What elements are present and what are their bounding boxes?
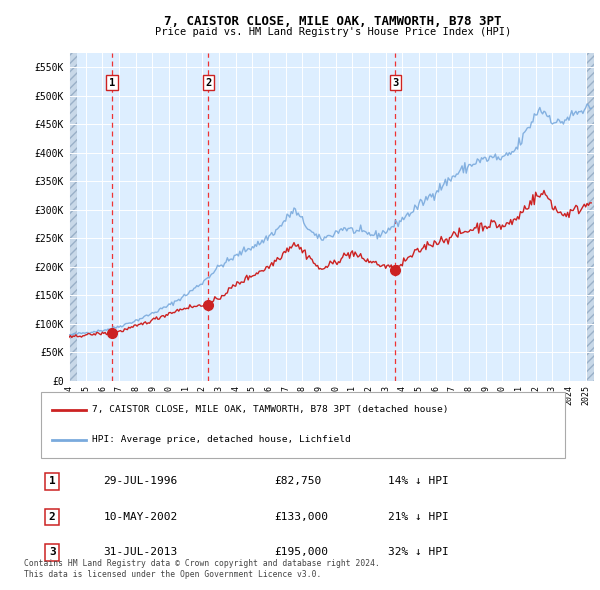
- Text: 29-JUL-1996: 29-JUL-1996: [104, 476, 178, 486]
- Text: 7, CAISTOR CLOSE, MILE OAK, TAMWORTH, B78 3PT (detached house): 7, CAISTOR CLOSE, MILE OAK, TAMWORTH, B7…: [92, 405, 449, 415]
- Text: 1: 1: [109, 77, 115, 87]
- Text: 2: 2: [49, 512, 56, 522]
- Text: £195,000: £195,000: [275, 548, 329, 558]
- Text: 2: 2: [205, 77, 211, 87]
- Text: 32% ↓ HPI: 32% ↓ HPI: [389, 548, 449, 558]
- Text: Contains HM Land Registry data © Crown copyright and database right 2024.: Contains HM Land Registry data © Crown c…: [24, 559, 380, 568]
- FancyBboxPatch shape: [41, 392, 565, 458]
- Text: 10-MAY-2002: 10-MAY-2002: [104, 512, 178, 522]
- Text: 31-JUL-2013: 31-JUL-2013: [104, 548, 178, 558]
- Text: This data is licensed under the Open Government Licence v3.0.: This data is licensed under the Open Gov…: [24, 571, 322, 579]
- Text: £133,000: £133,000: [275, 512, 329, 522]
- Text: 21% ↓ HPI: 21% ↓ HPI: [389, 512, 449, 522]
- Text: 3: 3: [392, 77, 398, 87]
- Text: 14% ↓ HPI: 14% ↓ HPI: [389, 476, 449, 486]
- Text: 7, CAISTOR CLOSE, MILE OAK, TAMWORTH, B78 3PT: 7, CAISTOR CLOSE, MILE OAK, TAMWORTH, B7…: [164, 15, 502, 28]
- Text: HPI: Average price, detached house, Lichfield: HPI: Average price, detached house, Lich…: [92, 435, 351, 444]
- Text: Price paid vs. HM Land Registry's House Price Index (HPI): Price paid vs. HM Land Registry's House …: [155, 27, 511, 37]
- Text: £82,750: £82,750: [275, 476, 322, 486]
- Text: 1: 1: [49, 476, 56, 486]
- Text: 3: 3: [49, 548, 56, 558]
